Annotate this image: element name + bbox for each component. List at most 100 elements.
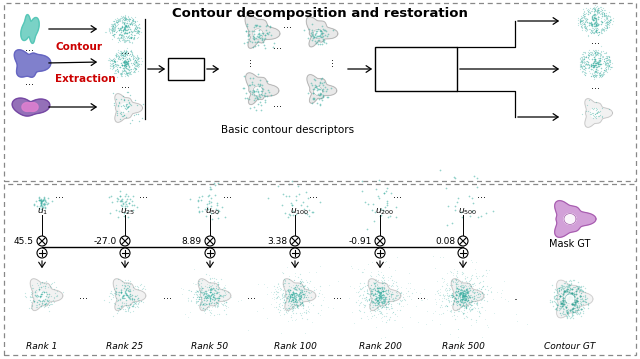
- Point: [380, 285, 390, 290]
- Point: [300, 283, 310, 288]
- Point: [603, 19, 613, 25]
- Point: [129, 64, 140, 70]
- Point: [396, 292, 406, 298]
- Point: [292, 302, 303, 308]
- Point: [116, 33, 127, 39]
- Point: [556, 300, 566, 306]
- Point: [372, 285, 382, 291]
- Point: [440, 286, 450, 292]
- Point: [314, 82, 324, 88]
- Point: [207, 216, 217, 222]
- Point: [110, 59, 120, 65]
- Point: [250, 108, 260, 113]
- Point: [257, 81, 268, 87]
- Point: [124, 101, 134, 106]
- Point: [316, 91, 326, 97]
- Point: [134, 282, 145, 288]
- Point: [131, 23, 141, 29]
- Point: [554, 306, 564, 311]
- Point: [369, 292, 379, 298]
- Point: [202, 288, 212, 294]
- Point: [392, 307, 402, 312]
- Point: [458, 290, 468, 296]
- Point: [316, 307, 326, 313]
- Point: [569, 284, 579, 290]
- Point: [465, 302, 476, 308]
- Point: [118, 293, 128, 298]
- Point: [119, 48, 129, 54]
- Point: [465, 283, 475, 289]
- Point: [247, 92, 257, 97]
- Point: [373, 290, 383, 296]
- Point: [451, 288, 461, 294]
- Point: [119, 62, 129, 68]
- Point: [596, 19, 607, 25]
- Point: [123, 294, 133, 300]
- Point: [262, 87, 273, 93]
- Point: [132, 24, 143, 30]
- Point: [116, 18, 127, 24]
- Point: [122, 46, 132, 51]
- Point: [131, 67, 141, 73]
- Point: [556, 287, 566, 293]
- Point: [455, 291, 465, 297]
- Point: [573, 279, 583, 285]
- Point: [317, 30, 328, 36]
- Point: [109, 33, 120, 39]
- Point: [452, 285, 462, 291]
- Point: [127, 117, 137, 123]
- Point: [212, 290, 222, 295]
- Point: [199, 308, 209, 314]
- Point: [391, 292, 401, 298]
- Point: [111, 63, 121, 69]
- Point: [454, 298, 465, 303]
- Point: [584, 64, 595, 70]
- Point: [382, 186, 392, 191]
- Point: [457, 296, 467, 302]
- Point: [217, 301, 227, 307]
- Point: [602, 64, 612, 70]
- Point: [458, 293, 468, 298]
- Point: [119, 48, 129, 54]
- Point: [253, 88, 263, 94]
- Point: [461, 293, 472, 299]
- Point: [108, 23, 118, 29]
- Point: [477, 295, 488, 300]
- Point: [455, 301, 465, 307]
- Point: [312, 28, 322, 34]
- Point: [123, 13, 133, 19]
- Point: [560, 280, 570, 286]
- Point: [31, 304, 41, 309]
- Point: [116, 202, 127, 208]
- Point: [381, 297, 391, 302]
- Point: [194, 282, 204, 288]
- Point: [368, 279, 378, 284]
- Point: [244, 75, 255, 81]
- Point: [127, 17, 138, 22]
- Point: [296, 294, 306, 300]
- Point: [591, 47, 601, 53]
- Point: [370, 283, 380, 289]
- Point: [215, 293, 225, 298]
- Point: [205, 276, 215, 281]
- Point: [126, 34, 136, 40]
- Point: [348, 265, 358, 270]
- Point: [445, 348, 455, 353]
- Point: [127, 193, 138, 199]
- Point: [446, 292, 456, 298]
- Point: [591, 9, 602, 14]
- Point: [561, 304, 571, 310]
- Point: [299, 291, 309, 297]
- Point: [383, 291, 393, 297]
- Point: [391, 214, 401, 219]
- Point: [264, 29, 275, 35]
- Point: [133, 284, 143, 290]
- Point: [560, 311, 570, 317]
- Point: [307, 32, 317, 38]
- Point: [262, 78, 272, 84]
- Point: [196, 297, 206, 302]
- Point: [205, 286, 215, 292]
- Point: [255, 94, 265, 100]
- Point: [122, 89, 132, 95]
- Point: [584, 52, 594, 58]
